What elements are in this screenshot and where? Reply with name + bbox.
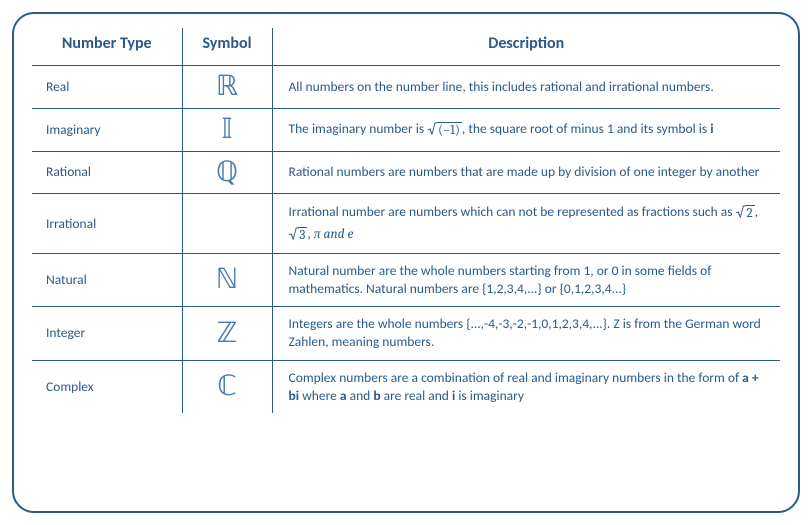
cell-type: Natural xyxy=(32,253,182,306)
cell-type: Complex xyxy=(32,360,182,413)
cell-description: The imaginary number is √(−1), the squar… xyxy=(272,108,780,151)
cell-description: Natural number are the whole numbers sta… xyxy=(272,253,780,306)
cell-type: Real xyxy=(32,66,182,109)
cell-symbol: ℤ xyxy=(182,307,272,360)
cell-symbol: ℝ xyxy=(182,66,272,109)
table-row: Imaginary𝕀The imaginary number is √(−1),… xyxy=(32,108,780,151)
cell-description: Complex numbers are a combination of rea… xyxy=(272,360,780,413)
table-row: ComplexℂComplex numbers are a combinatio… xyxy=(32,360,780,413)
cell-symbol: 𝕀 xyxy=(182,108,272,151)
table-row: RealℝAll numbers on the number line, thi… xyxy=(32,66,780,109)
cell-description: Irrational number are numbers which can … xyxy=(272,194,780,253)
cell-type: Irrational xyxy=(32,194,182,253)
cell-type: Integer xyxy=(32,307,182,360)
number-types-table: Number Type Symbol Description RealℝAll … xyxy=(32,28,780,413)
cell-description: Integers are the whole numbers {...,-4,-… xyxy=(272,307,780,360)
header-row: Number Type Symbol Description xyxy=(32,28,780,66)
table-body: RealℝAll numbers on the number line, thi… xyxy=(32,66,780,414)
header-symbol: Symbol xyxy=(182,28,272,66)
cell-description: Rational numbers are numbers that are ma… xyxy=(272,151,780,194)
header-description: Description xyxy=(272,28,780,66)
table-row: IntegerℤIntegers are the whole numbers {… xyxy=(32,307,780,360)
table-row: RationalℚRational numbers are numbers th… xyxy=(32,151,780,194)
cell-description: All numbers on the number line, this inc… xyxy=(272,66,780,109)
header-type: Number Type xyxy=(32,28,182,66)
cell-symbol: ℚ xyxy=(182,151,272,194)
cell-symbol: ℂ xyxy=(182,360,272,413)
cell-symbol: ℕ xyxy=(182,253,272,306)
table-frame: Number Type Symbol Description RealℝAll … xyxy=(12,12,800,513)
cell-type: Imaginary xyxy=(32,108,182,151)
cell-symbol xyxy=(182,194,272,253)
table-row: Irrational Irrational number are numbers … xyxy=(32,194,780,253)
table-row: NaturalℕNatural number are the whole num… xyxy=(32,253,780,306)
cell-type: Rational xyxy=(32,151,182,194)
